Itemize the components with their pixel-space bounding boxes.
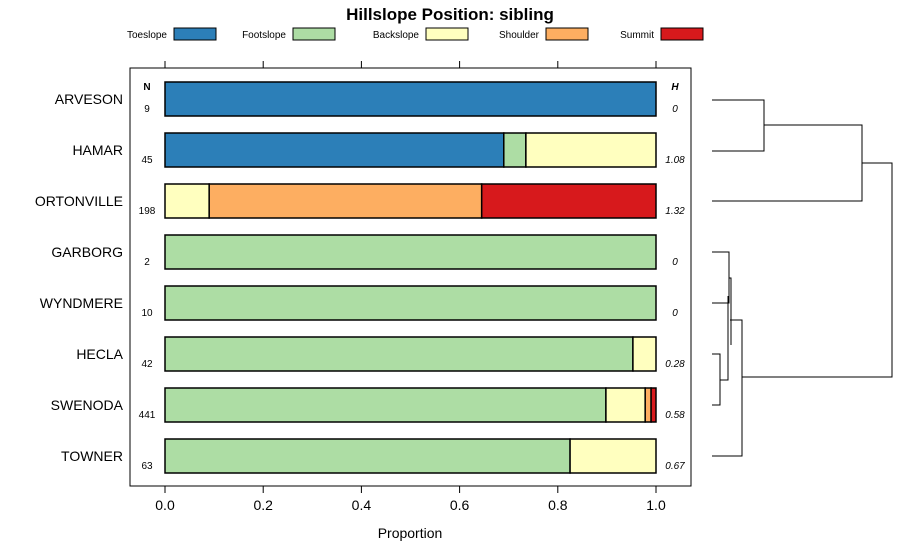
legend-swatch (545, 27, 589, 41)
bar-segment (644, 387, 652, 423)
legend-swatch (425, 27, 469, 41)
bar-segment (632, 336, 657, 372)
x-tick-label: 1.0 (646, 497, 666, 513)
entropy-label: 1.32 (665, 206, 685, 217)
entropy-label: 0.67 (665, 461, 685, 472)
x-axis-title: Proportion (378, 525, 443, 541)
bars (164, 81, 657, 474)
category-label: HECLA (76, 346, 123, 362)
bar-segment (164, 285, 657, 321)
category-label: TOWNER (61, 448, 123, 464)
legend-label: Toeslope (127, 30, 167, 41)
entropy-label: 0.28 (665, 359, 685, 370)
dendrogram (712, 99, 893, 457)
bar-segment (650, 387, 657, 423)
dendrogram-branch (742, 162, 893, 378)
dendrogram-branch (712, 99, 765, 152)
legend-label: Backslope (373, 30, 420, 41)
entropy-label: 0 (672, 104, 678, 115)
count-label: 9 (144, 104, 150, 115)
legend-swatch (173, 27, 217, 41)
count-label: 10 (141, 308, 153, 319)
x-tick-label: 0.8 (548, 497, 568, 513)
entropy-labels: 0 1.08 1.32 0 0 0.28 0.58 0.67 (665, 104, 685, 472)
count-label: 63 (141, 461, 153, 472)
legend-swatch (660, 27, 704, 41)
category-label: ORTONVILLE (35, 193, 123, 209)
bar-segment (164, 234, 657, 270)
dendrogram-branch (712, 319, 743, 457)
count-labels: 9 45 198 2 10 42 441 63 (139, 104, 156, 472)
bar-segment (164, 387, 607, 423)
legend-label: Footslope (242, 30, 286, 41)
plot-panel (129, 67, 692, 487)
bar-segment (164, 438, 571, 474)
bar-segment (480, 183, 657, 219)
category-label: HAMAR (72, 142, 123, 158)
category-label: SWENODA (51, 397, 124, 413)
entropy-header: H (671, 82, 679, 93)
x-tick-label: 0.4 (352, 497, 372, 513)
category-labels: ARVESON HAMAR ORTONVILLE GARBORG WYNDMERE HEC… (35, 91, 124, 464)
dendrogram-branch (720, 296, 729, 381)
dendrogram-branch (712, 124, 863, 202)
entropy-label: 0.58 (665, 410, 685, 421)
chart-title: Hillslope Position: sibling (346, 5, 554, 24)
legend: Toeslope Footslope Backslope Shoulder Summit (127, 27, 704, 41)
count-label: 42 (141, 359, 153, 370)
bar-segment (605, 387, 646, 423)
x-tick-label: 0.2 (253, 497, 273, 513)
category-label: GARBORG (51, 244, 123, 260)
x-tick-label: 0.0 (155, 497, 175, 513)
x-tick-label: 0.6 (450, 497, 470, 513)
category-label: ARVESON (55, 91, 123, 107)
dendrogram-branch (712, 353, 721, 406)
bar-segment (164, 336, 634, 372)
entropy-label: 0 (672, 257, 678, 268)
bar-segment (208, 183, 483, 219)
count-label: 45 (141, 155, 153, 166)
axis-ticks: 0.0 0.2 0.4 0.6 0.8 1.0 (155, 61, 666, 513)
legend-label: Shoulder (499, 30, 540, 41)
legend-swatch (292, 27, 336, 41)
bar-segment (503, 132, 527, 168)
entropy-label: 1.08 (665, 155, 685, 166)
bar-segment (569, 438, 657, 474)
bar-segment (164, 132, 505, 168)
bar-segment (525, 132, 657, 168)
entropy-label: 0 (672, 308, 678, 319)
count-label: 2 (144, 257, 150, 268)
legend-label: Summit (620, 30, 654, 41)
count-header: N (143, 82, 150, 93)
dendrogram-branch (712, 251, 730, 304)
count-label: 198 (139, 206, 156, 217)
dendrogram-branch (729, 277, 732, 345)
bar-segment (164, 81, 657, 117)
bar-segment (164, 183, 210, 219)
count-label: 441 (139, 410, 156, 421)
category-label: WYNDMERE (40, 295, 123, 311)
